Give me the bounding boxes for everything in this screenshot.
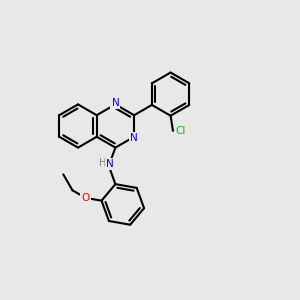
Text: N: N	[106, 159, 114, 170]
Text: O: O	[81, 193, 90, 203]
Text: N: N	[112, 98, 119, 108]
Text: H: H	[99, 158, 106, 168]
Text: N: N	[130, 133, 138, 143]
Text: Cl: Cl	[175, 126, 185, 136]
